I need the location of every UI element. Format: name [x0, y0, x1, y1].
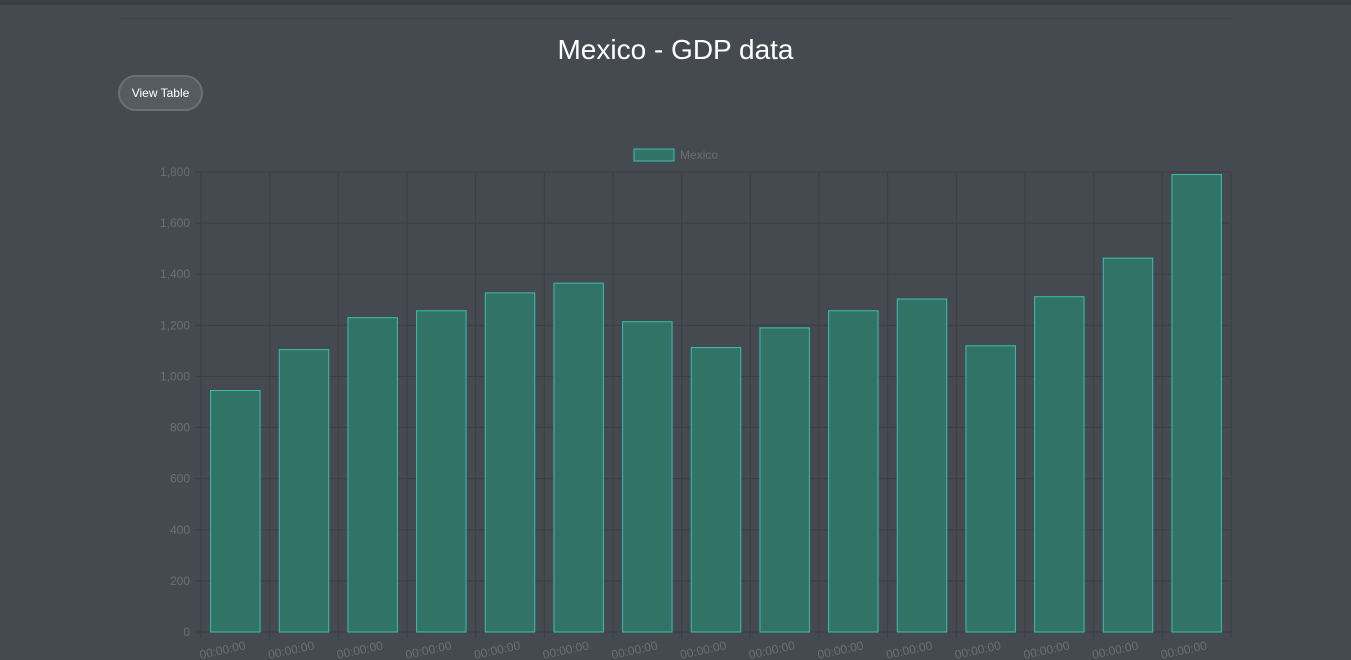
x-tick-label: 00:00:00: [954, 638, 1003, 660]
bar: [278, 349, 330, 633]
x-tick-label: 00:00:00: [473, 638, 522, 660]
y-tick-label: 800: [170, 421, 190, 435]
legend-swatch: [633, 148, 675, 162]
y-tick-label: 400: [170, 523, 190, 537]
page-title: Mexico - GDP data: [557, 34, 794, 65]
bar: [347, 317, 398, 633]
x-tick-label: 00:00:00: [748, 638, 797, 660]
y-tick-label: 1,200: [160, 318, 190, 332]
bar: [828, 310, 879, 633]
bar: [484, 292, 536, 633]
bar: [210, 390, 261, 633]
x-tick-label: 00:00:00: [885, 638, 934, 660]
x-tick-label: 00:00:00: [198, 638, 247, 660]
bar: [1171, 174, 1222, 633]
y-tick-label: 1,000: [160, 369, 190, 383]
y-tick-label: 600: [170, 472, 190, 486]
y-tick-label: 0: [183, 625, 190, 639]
y-tick-label: 1,400: [160, 267, 190, 281]
x-tick-label: 00:00:00: [610, 638, 659, 660]
bar: [622, 321, 673, 633]
x-tick-label: 00:00:00: [1160, 638, 1209, 660]
bar: [1034, 296, 1085, 633]
x-tick-label: 00:00:00: [1022, 638, 1071, 660]
bar: [759, 327, 810, 633]
bar: [1102, 257, 1154, 633]
y-tick-label: 1,800: [160, 165, 190, 179]
bar: [553, 282, 604, 633]
bar: [416, 310, 467, 633]
x-tick-label: 00:00:00: [336, 638, 385, 660]
bar: [896, 298, 948, 633]
bar: [965, 345, 1016, 633]
header-divider: [121, 18, 1231, 19]
top-bar: [0, 0, 1351, 5]
bar: [690, 347, 742, 633]
y-tick-label: 1,600: [160, 216, 190, 230]
x-tick-label: 00:00:00: [816, 638, 865, 660]
x-tick-label: 00:00:00: [542, 638, 591, 660]
x-tick-label: 00:00:00: [267, 638, 316, 660]
x-tick-label: 00:00:00: [404, 638, 453, 660]
x-tick-label: 00:00:00: [1091, 638, 1140, 660]
view-table-button[interactable]: View Table: [118, 75, 203, 111]
x-tick-label: 00:00:00: [679, 638, 728, 660]
legend-label: Mexico: [680, 148, 718, 162]
y-tick-label: 200: [170, 574, 190, 588]
